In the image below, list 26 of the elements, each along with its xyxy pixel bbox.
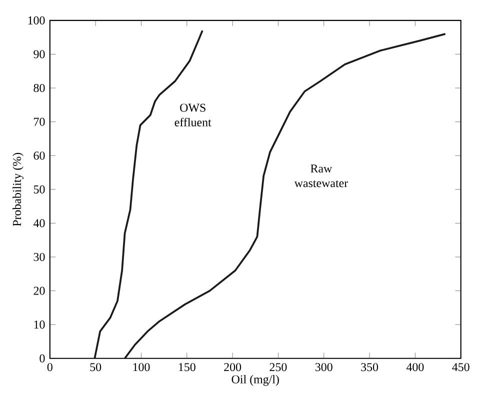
- x-tick-label: 50: [90, 362, 102, 372]
- x-tick-label: 300: [315, 362, 332, 372]
- x-tick-label: 150: [178, 362, 196, 372]
- x-tick-label: 250: [270, 362, 287, 372]
- y-tick-label: 70: [34, 118, 45, 126]
- x-tick-label: 400: [406, 362, 424, 372]
- y-tick-label: 0: [40, 354, 45, 362]
- y-tick-label: 60: [34, 151, 45, 160]
- x-axis-title: Oil (mg/l): [232, 374, 279, 386]
- x-tick-label: 450: [452, 362, 470, 372]
- y-tick-label: 40: [33, 219, 45, 228]
- series-label: OWS effluent: [174, 104, 212, 126]
- y-tick-label: 30: [34, 252, 45, 261]
- text: Raw wastewater: [294, 164, 348, 188]
- y-tick-label: 20: [34, 286, 45, 295]
- y-tick-label: 100: [28, 16, 45, 24]
- x-tick-label: 200: [224, 362, 242, 372]
- y-axis-title: Probability (%): [12, 152, 24, 226]
- x-tick-label: 350: [361, 362, 378, 372]
- y-tick-label: 80: [34, 84, 45, 92]
- y-tick-label: 50: [34, 185, 45, 194]
- y-tick-label: 10: [34, 320, 45, 329]
- y-tick-label: 90: [34, 50, 45, 58]
- x-tick-label: 100: [133, 362, 150, 372]
- line-series: [124, 32, 446, 358]
- x-tick-label: 0: [47, 362, 52, 372]
